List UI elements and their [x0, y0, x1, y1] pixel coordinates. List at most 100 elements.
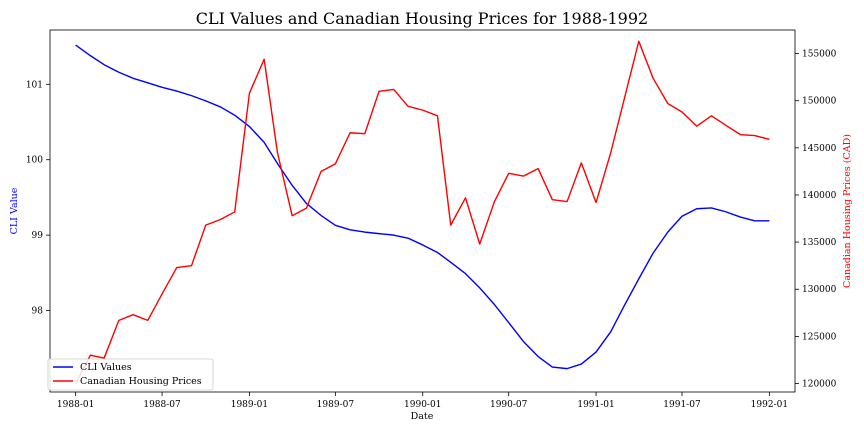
data-point-housing — [436, 114, 439, 117]
x-tick-label: 1990-01 — [404, 400, 441, 410]
right-y-tick-label: 145000 — [802, 144, 837, 154]
x-tick-label: 1991-07 — [663, 400, 701, 410]
x-tick-label: 1991-01 — [577, 400, 614, 410]
data-point-housing — [263, 58, 266, 61]
data-point-cli — [117, 71, 120, 74]
left-y-axis-label: CLI Value — [9, 187, 20, 234]
data-point-housing — [160, 292, 163, 295]
x-tick-label: 1989-01 — [231, 400, 268, 410]
data-point-housing — [305, 207, 308, 210]
left-y-tick-label: 99 — [32, 231, 44, 241]
data-point-cli — [753, 219, 756, 222]
legend-box — [47, 358, 214, 391]
data-point-cli — [219, 105, 222, 108]
data-point-cli — [233, 114, 236, 117]
data-point-housing — [219, 218, 222, 221]
data-point-housing — [291, 214, 294, 217]
data-point-cli — [406, 237, 409, 240]
data-point-cli — [551, 366, 554, 369]
data-point-housing — [594, 201, 597, 204]
legend-label-cli: CLI Values — [80, 362, 132, 373]
data-point-cli — [449, 261, 452, 264]
data-point-cli — [522, 340, 525, 343]
data-point-cli — [493, 303, 496, 306]
data-point-housing — [146, 319, 149, 322]
right-y-axis-label: Canadian Housing Prices (CAD) — [842, 134, 853, 288]
data-point-cli — [263, 141, 266, 144]
data-point-cli — [739, 215, 742, 218]
data-point-housing — [377, 90, 380, 93]
data-point-housing — [449, 224, 452, 227]
x-tick-label: 1990-07 — [490, 400, 528, 410]
series-line-housing — [75, 40, 770, 384]
data-point-housing — [666, 102, 669, 105]
data-point-cli — [89, 54, 92, 57]
x-tick-label: 1989-07 — [317, 400, 355, 410]
data-point-housing — [131, 313, 134, 316]
data-point-cli — [248, 125, 251, 128]
series-layer — [74, 40, 771, 384]
legend: CLI Values Canadian Housing Prices — [47, 358, 214, 391]
data-point-housing — [348, 131, 351, 134]
data-point-housing — [406, 105, 409, 108]
left-y-tick-label: 101 — [26, 80, 43, 90]
data-point-housing — [537, 167, 540, 170]
data-point-cli — [666, 231, 669, 234]
data-point-housing — [392, 88, 395, 91]
data-point-housing — [565, 200, 568, 203]
data-point-housing — [190, 264, 193, 267]
right-y-axis: 120000 125000 130000 135000 140000 145000 1500… — [795, 50, 837, 390]
x-axis: 1988-01 1988-07 1989-01 1989-07 1990-01 1990-… — [57, 392, 788, 410]
right-y-tick-label: 155000 — [802, 50, 837, 60]
data-point-cli — [464, 272, 467, 275]
right-y-tick-label: 140000 — [802, 191, 837, 201]
right-y-tick-label: 120000 — [802, 380, 837, 390]
data-point-cli — [710, 206, 713, 209]
data-point-housing — [478, 242, 481, 245]
data-point-cli — [320, 214, 323, 217]
left-y-tick-label: 98 — [32, 307, 44, 317]
data-point-cli — [175, 89, 178, 92]
data-point-housing — [363, 132, 366, 135]
data-point-housing — [507, 172, 510, 175]
series-line-cli — [75, 44, 770, 370]
data-point-cli — [74, 43, 77, 46]
data-point-cli — [651, 252, 654, 255]
data-point-housing — [609, 151, 612, 154]
data-point-housing — [421, 109, 424, 112]
chart-title: CLI Values and Canadian Housing Prices f… — [196, 9, 648, 28]
data-point-housing — [204, 224, 207, 227]
data-point-housing — [637, 40, 640, 43]
data-point-housing — [334, 162, 337, 165]
right-y-tick-label: 150000 — [802, 97, 837, 107]
data-point-housing — [248, 92, 251, 95]
x-tick-label: 1988-01 — [57, 400, 94, 410]
data-point-housing — [175, 266, 178, 269]
data-point-housing — [233, 210, 236, 213]
data-point-cli — [609, 330, 612, 333]
data-point-housing — [580, 161, 583, 164]
left-y-axis: 98 99 100 101 — [26, 80, 50, 317]
data-point-housing — [753, 134, 756, 137]
right-y-tick-label: 125000 — [802, 332, 837, 342]
data-point-cli — [622, 304, 625, 307]
data-point-cli — [103, 63, 106, 66]
data-point-housing — [464, 196, 467, 199]
data-point-housing — [680, 110, 683, 113]
data-point-cli — [131, 77, 134, 80]
data-point-cli — [594, 350, 597, 353]
data-point-cli — [146, 81, 149, 84]
data-point-cli — [377, 232, 380, 235]
data-point-cli — [348, 228, 351, 231]
legend-label-housing: Canadian Housing Prices — [80, 376, 202, 387]
data-point-cli — [478, 286, 481, 289]
data-point-cli — [204, 99, 207, 102]
data-point-cli — [392, 234, 395, 237]
data-point-cli — [768, 219, 771, 222]
data-point-housing — [117, 319, 120, 322]
left-y-tick-label: 100 — [26, 156, 43, 166]
data-point-housing — [622, 98, 625, 101]
data-point-cli — [160, 86, 163, 89]
